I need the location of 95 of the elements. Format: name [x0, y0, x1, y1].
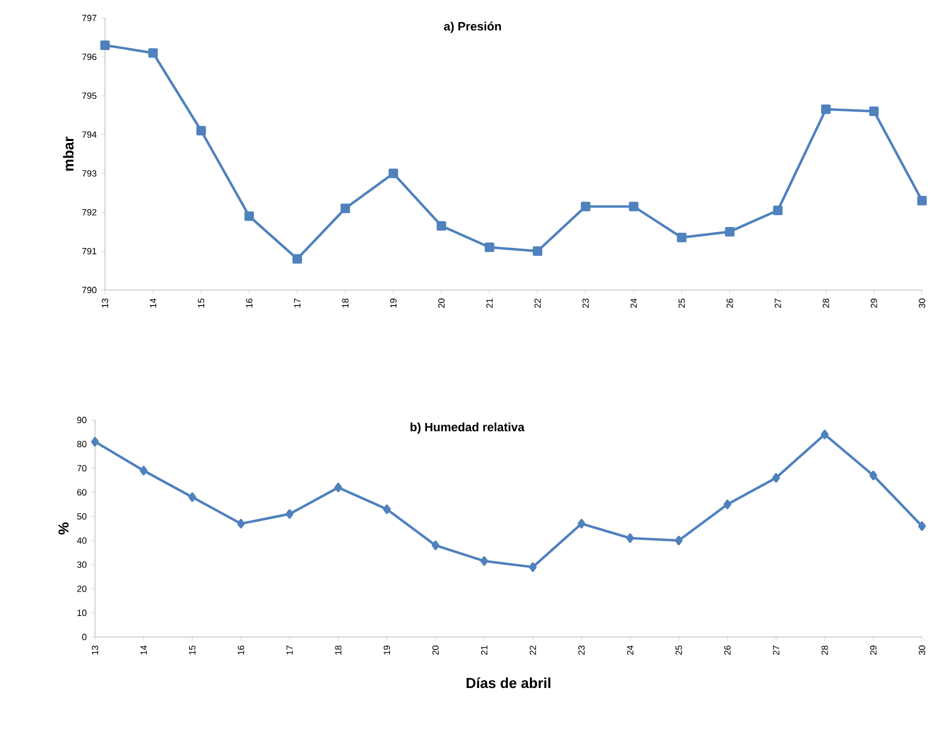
point — [388, 168, 398, 178]
x-tick-label: 20 — [432, 646, 439, 655]
point — [140, 466, 148, 476]
y-tick-label: 60 — [77, 489, 86, 496]
point — [724, 500, 732, 510]
point — [674, 536, 683, 546]
point — [821, 104, 831, 114]
x-tick-label: 27 — [774, 298, 781, 308]
y-axis-title: % — [58, 522, 69, 535]
x-tick-label: 24 — [630, 298, 637, 308]
point — [626, 533, 634, 543]
point — [148, 48, 158, 58]
point — [869, 106, 879, 116]
point — [580, 202, 590, 212]
y-tick-label: 90 — [77, 416, 86, 424]
x-tick-label: 18 — [342, 298, 348, 308]
point — [334, 482, 342, 492]
x-tick-label: 29 — [870, 646, 877, 655]
point — [528, 562, 537, 572]
point — [578, 518, 586, 528]
x-tick-label: 29 — [870, 298, 878, 308]
x-axis-title: Días de abril — [466, 677, 550, 688]
point — [676, 232, 686, 242]
x-tick-label: 21 — [486, 298, 493, 308]
x-tick-label: 15 — [189, 646, 196, 655]
x-tick-label: 22 — [530, 646, 536, 655]
x-tick-label: 26 — [724, 646, 731, 655]
x-tick-label: 16 — [246, 298, 252, 308]
x-tick-label: 14 — [140, 645, 147, 655]
y-tick-label: 795 — [82, 92, 96, 99]
y-tick-label: 20 — [77, 586, 86, 592]
y-tick-label: 797 — [82, 14, 96, 22]
x-tick-label: 22 — [534, 298, 541, 308]
y-tick-label: 50 — [77, 513, 86, 520]
point — [292, 254, 302, 264]
point — [918, 521, 926, 531]
point — [188, 492, 196, 502]
point — [100, 40, 110, 50]
point — [383, 504, 391, 514]
point — [436, 221, 446, 231]
x-tick-label: 18 — [335, 646, 342, 655]
x-tick-label: 27 — [772, 646, 780, 655]
y-tick-label: 794 — [82, 131, 97, 138]
x-tick-label: 19 — [384, 646, 390, 655]
point — [772, 473, 780, 483]
y-tick-label: 70 — [77, 465, 86, 472]
x-tick-label: 23 — [582, 298, 589, 308]
x-tick-label: 28 — [822, 298, 830, 308]
x-tick-label: 20 — [438, 298, 445, 308]
x-tick-label: 19 — [390, 298, 397, 308]
y-tick-label: 792 — [82, 209, 96, 216]
point — [480, 556, 488, 566]
x-tick-label: 13 — [92, 646, 98, 655]
y-tick-label: 791 — [82, 248, 96, 254]
point — [286, 509, 294, 519]
y-tick-label: 10 — [77, 610, 86, 616]
x-tick-label: 16 — [238, 646, 244, 655]
point — [244, 211, 254, 221]
point — [820, 430, 829, 440]
x-tick-label: 30 — [918, 646, 926, 655]
x-tick-label: 21 — [481, 646, 488, 655]
point — [532, 246, 542, 256]
x-tick-label: 25 — [678, 298, 685, 308]
x-tick-label: 13 — [102, 298, 108, 308]
point — [628, 202, 638, 212]
x-tick-label: 26 — [726, 298, 733, 308]
x-tick-label: 28 — [822, 646, 828, 655]
point — [725, 226, 735, 236]
y-axis-title: mbar — [63, 136, 74, 171]
point — [869, 470, 878, 480]
x-tick-label: 17 — [286, 646, 293, 655]
point — [773, 206, 783, 216]
x-tick-label: 17 — [294, 298, 300, 308]
x-tick-label: 14 — [150, 298, 156, 308]
y-tick-label: 0 — [82, 634, 86, 640]
x-tick-label: 30 — [918, 298, 926, 308]
y-tick-label: 30 — [77, 561, 86, 568]
y-tick-label: 793 — [82, 170, 96, 177]
point — [196, 126, 206, 136]
point — [917, 196, 927, 206]
chart-title: a) Presión — [444, 22, 501, 33]
x-tick-label: 24 — [626, 645, 634, 655]
x-tick-label: 25 — [676, 646, 682, 655]
point — [237, 518, 245, 528]
point — [91, 436, 99, 446]
y-tick-label: 790 — [82, 286, 96, 294]
point — [484, 242, 494, 252]
x-tick-label: 23 — [578, 646, 585, 655]
y-tick-label: 796 — [82, 54, 96, 60]
point — [432, 540, 440, 550]
chart-title: b) Humedad relativa — [410, 422, 525, 434]
y-tick-label: 40 — [77, 537, 86, 544]
y-tick-label: 80 — [77, 440, 86, 448]
x-tick-label: 15 — [198, 298, 204, 308]
point — [340, 204, 350, 214]
